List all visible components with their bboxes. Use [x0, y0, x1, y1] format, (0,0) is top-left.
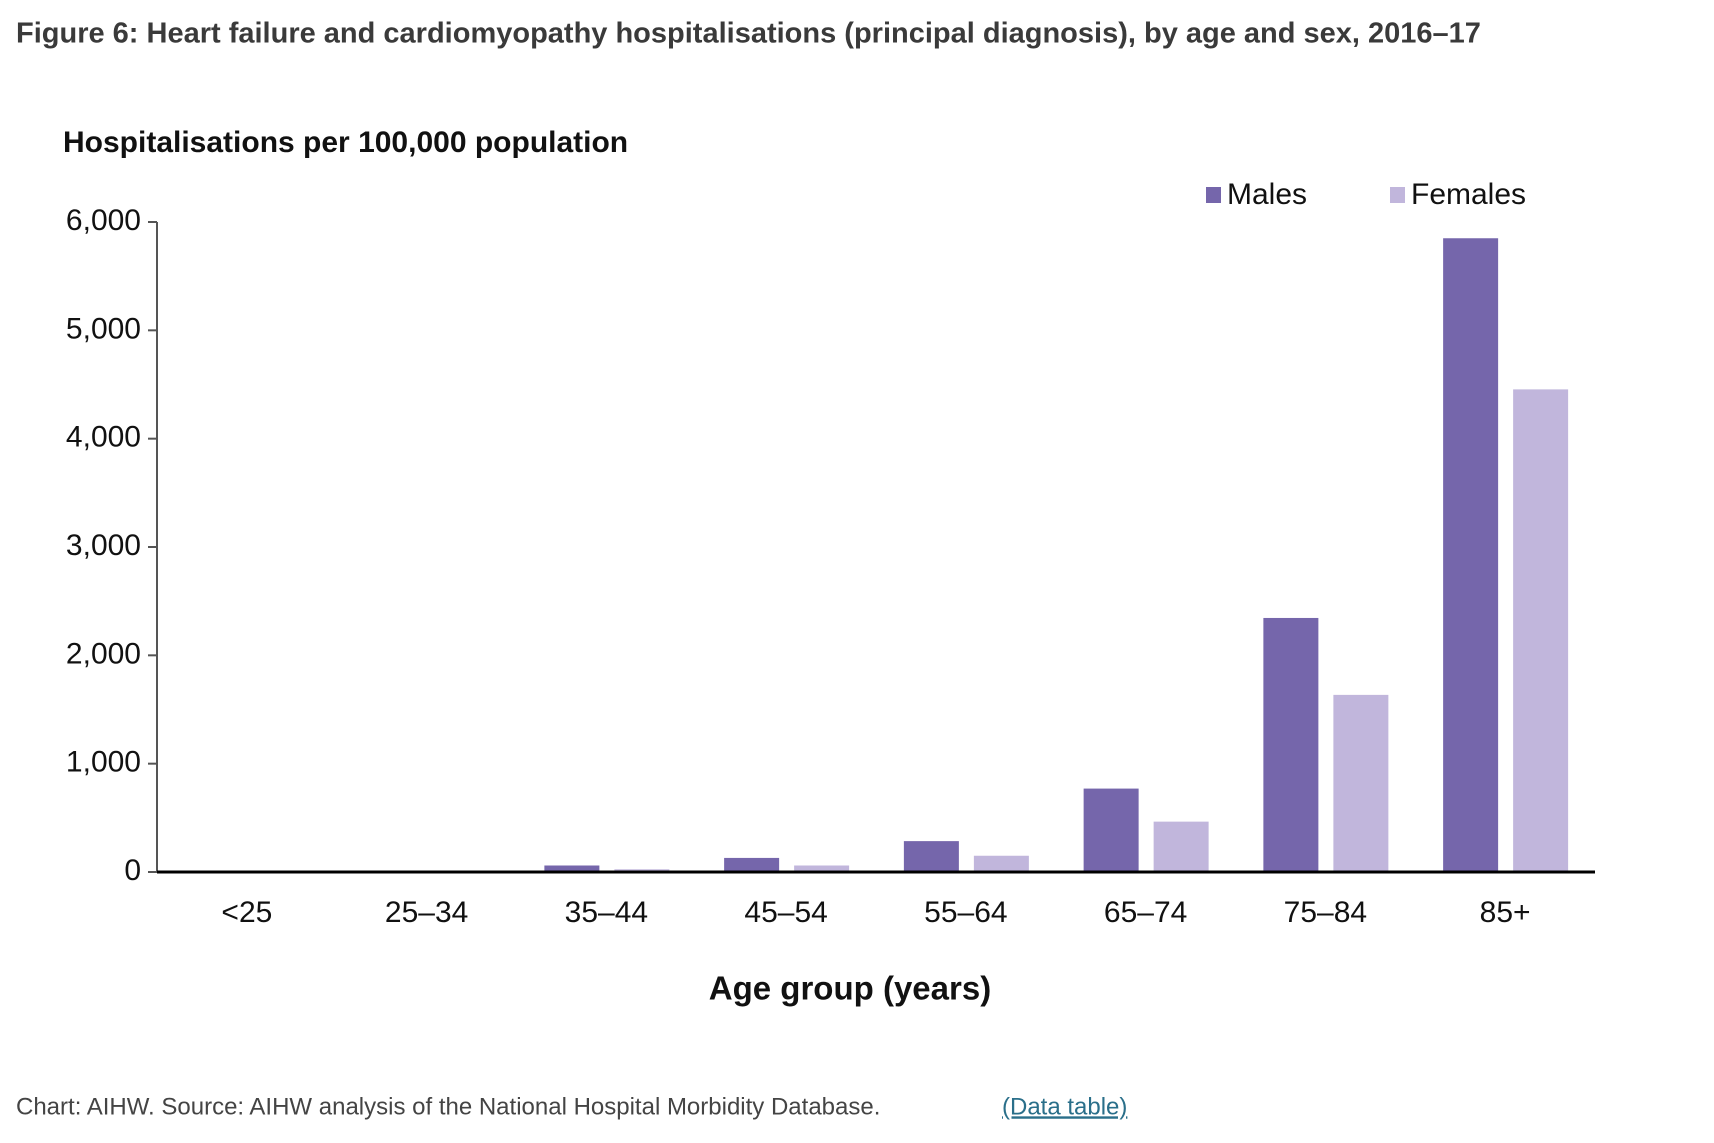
y-tick-label: 4,000	[66, 421, 141, 454]
x-tick-label: 65–74	[1104, 896, 1187, 929]
x-tick-label: 45–54	[744, 896, 827, 929]
y-tick-label: 2,000	[66, 637, 141, 670]
y-axis-title: Hospitalisations per 100,000 population	[63, 126, 628, 159]
x-tick-label: <25	[221, 896, 272, 929]
bar	[1513, 389, 1568, 872]
legend-swatch	[1390, 187, 1405, 203]
x-tick-label: 35–44	[565, 896, 648, 929]
y-tick-label: 6,000	[66, 204, 141, 237]
bar	[1154, 822, 1209, 872]
legend-label: Males	[1227, 178, 1307, 211]
legend-label: Females	[1411, 178, 1526, 211]
bar	[1333, 695, 1388, 872]
chart-title: Figure 6: Heart failure and cardiomyopat…	[16, 18, 1481, 50]
bar	[724, 858, 779, 872]
data-table-link[interactable]: (Data table)	[1002, 1093, 1127, 1120]
x-tick-label: 75–84	[1284, 896, 1367, 929]
x-axis-title: Age group (years)	[709, 970, 991, 1007]
legend-swatch	[1206, 187, 1221, 203]
y-tick-label: 5,000	[66, 312, 141, 345]
bar	[1263, 618, 1318, 872]
bar	[1084, 789, 1139, 872]
y-tick-label: 0	[124, 854, 141, 887]
bar	[904, 841, 959, 872]
caption: Chart: AIHW. Source: AIHW analysis of th…	[16, 1093, 880, 1120]
y-tick-label: 1,000	[66, 746, 141, 779]
bar	[1443, 238, 1498, 872]
y-tick-label: 3,000	[66, 529, 141, 562]
bar	[974, 856, 1029, 872]
x-tick-label: 55–64	[924, 896, 1007, 929]
x-tick-label: 25–34	[385, 896, 468, 929]
x-tick-label: 85+	[1480, 896, 1531, 929]
